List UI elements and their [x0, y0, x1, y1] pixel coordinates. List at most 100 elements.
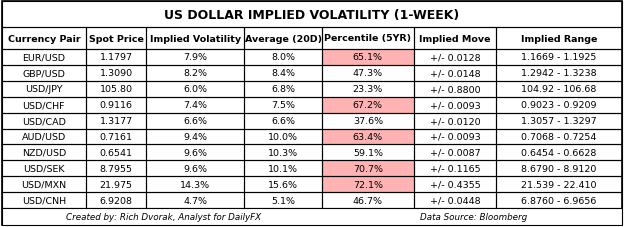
Bar — [85, 160, 147, 176]
Bar — [414, 28, 496, 50]
Bar — [322, 50, 414, 66]
Bar — [414, 97, 496, 113]
Text: 0.9116: 0.9116 — [100, 101, 132, 110]
Bar — [414, 192, 496, 208]
Bar — [2, 28, 85, 50]
Text: Implied Range: Implied Range — [521, 34, 597, 43]
Bar — [322, 97, 414, 113]
Bar — [496, 129, 622, 145]
Text: 6.8760 - 6.9656: 6.8760 - 6.9656 — [522, 196, 597, 205]
Text: +/- 0.0448: +/- 0.0448 — [429, 196, 480, 205]
Text: +/- 0.0093: +/- 0.0093 — [429, 101, 480, 110]
Text: Average (20D): Average (20D) — [245, 34, 322, 43]
Text: +/- 0.1165: +/- 0.1165 — [429, 164, 480, 173]
Bar — [85, 97, 147, 113]
Bar — [322, 176, 414, 192]
Text: 8.0%: 8.0% — [271, 53, 295, 62]
Text: 7.4%: 7.4% — [183, 101, 207, 110]
Text: 6.6%: 6.6% — [183, 116, 207, 126]
Text: 8.4%: 8.4% — [271, 69, 295, 78]
Text: USD/SEK: USD/SEK — [23, 164, 65, 173]
Bar — [245, 145, 322, 160]
Bar — [414, 129, 496, 145]
Text: Percentile (5YR): Percentile (5YR) — [324, 34, 411, 43]
Bar — [322, 145, 414, 160]
Text: Implied Volatility: Implied Volatility — [150, 34, 241, 43]
Text: 15.6%: 15.6% — [268, 180, 298, 189]
Bar — [85, 28, 147, 50]
Bar — [147, 113, 245, 129]
Text: 70.7%: 70.7% — [353, 164, 383, 173]
Bar — [245, 113, 322, 129]
Text: AUD/USD: AUD/USD — [22, 132, 66, 141]
Text: 67.2%: 67.2% — [353, 101, 383, 110]
Text: 105.80: 105.80 — [100, 85, 132, 94]
Text: 7.5%: 7.5% — [271, 101, 295, 110]
Text: Spot Price: Spot Price — [89, 34, 144, 43]
Bar — [322, 160, 414, 176]
Bar — [2, 113, 85, 129]
Text: US DOLLAR IMPLIED VOLATILITY (1-WEEK): US DOLLAR IMPLIED VOLATILITY (1-WEEK) — [164, 8, 460, 21]
Bar — [2, 97, 85, 113]
Bar — [414, 160, 496, 176]
Bar — [2, 192, 85, 208]
Text: 72.1%: 72.1% — [353, 180, 383, 189]
Text: 6.8%: 6.8% — [271, 85, 295, 94]
Bar — [322, 97, 414, 113]
Bar — [2, 81, 85, 97]
Bar — [2, 208, 622, 225]
Bar — [322, 192, 414, 208]
Text: USD/CNH: USD/CNH — [22, 196, 66, 205]
Bar — [245, 28, 322, 50]
Text: Currency Pair: Currency Pair — [7, 34, 80, 43]
Text: +/- 0.0120: +/- 0.0120 — [429, 116, 480, 126]
Bar — [85, 113, 147, 129]
Bar — [322, 66, 414, 81]
Text: USD/CHF: USD/CHF — [22, 101, 65, 110]
Text: EUR/USD: EUR/USD — [22, 53, 66, 62]
Text: 9.6%: 9.6% — [183, 164, 207, 173]
Bar — [245, 192, 322, 208]
Text: 6.0%: 6.0% — [183, 85, 207, 94]
Bar — [147, 176, 245, 192]
Text: 1.1797: 1.1797 — [100, 53, 132, 62]
Bar — [322, 81, 414, 97]
Text: 37.6%: 37.6% — [353, 116, 383, 126]
Bar — [147, 145, 245, 160]
Text: 65.1%: 65.1% — [353, 53, 383, 62]
Text: 9.6%: 9.6% — [183, 148, 207, 157]
Text: 14.3%: 14.3% — [180, 180, 210, 189]
Text: 7.9%: 7.9% — [183, 53, 207, 62]
Bar — [496, 28, 622, 50]
Text: Created by: Rich Dvorak, Analyst for DailyFX: Created by: Rich Dvorak, Analyst for Dai… — [66, 212, 261, 221]
Bar — [496, 50, 622, 66]
Bar — [414, 113, 496, 129]
Bar — [245, 50, 322, 66]
Bar — [496, 81, 622, 97]
Text: USD/CAD: USD/CAD — [22, 116, 66, 126]
Bar — [322, 28, 414, 50]
Bar — [245, 66, 322, 81]
Bar — [2, 145, 85, 160]
Bar — [322, 129, 414, 145]
Bar — [245, 129, 322, 145]
Text: 23.3%: 23.3% — [353, 85, 383, 94]
Text: 47.3%: 47.3% — [353, 69, 383, 78]
Text: 59.1%: 59.1% — [353, 148, 383, 157]
Text: 1.3057 - 1.3297: 1.3057 - 1.3297 — [521, 116, 597, 126]
Bar — [147, 81, 245, 97]
Text: +/- 0.0128: +/- 0.0128 — [429, 53, 480, 62]
Text: 10.3%: 10.3% — [268, 148, 298, 157]
Text: 1.1669 - 1.1925: 1.1669 - 1.1925 — [522, 53, 597, 62]
Text: 10.0%: 10.0% — [268, 132, 298, 141]
Bar — [245, 160, 322, 176]
Text: GBP/USD: GBP/USD — [22, 69, 66, 78]
Bar — [2, 50, 85, 66]
Bar — [496, 113, 622, 129]
Bar — [414, 50, 496, 66]
Bar — [414, 66, 496, 81]
Bar — [2, 66, 85, 81]
Text: NZD/USD: NZD/USD — [22, 148, 66, 157]
Bar — [85, 81, 147, 97]
Bar — [85, 50, 147, 66]
